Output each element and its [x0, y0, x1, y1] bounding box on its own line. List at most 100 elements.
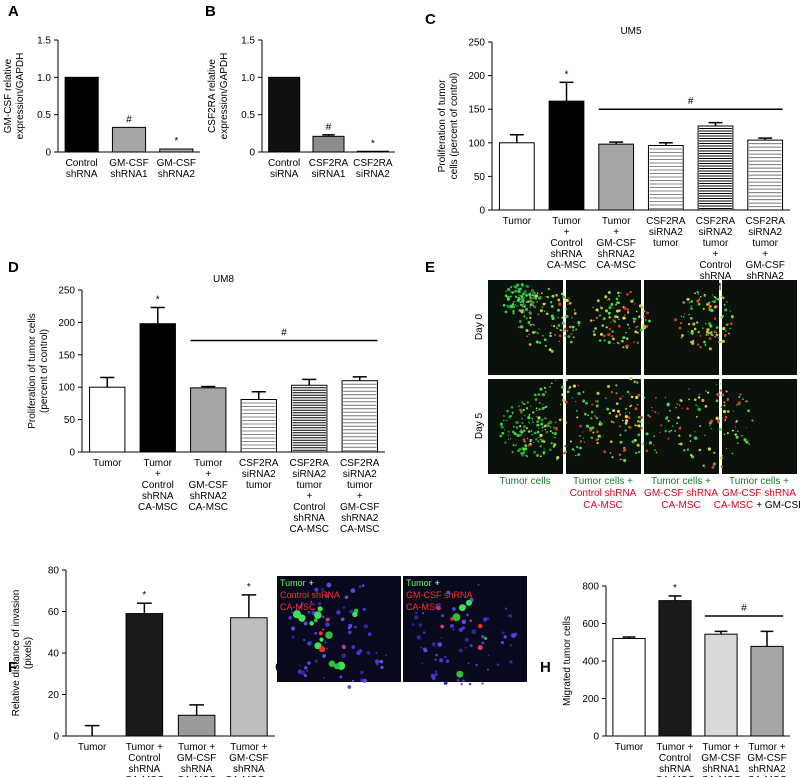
- significance-marker: *: [174, 136, 178, 147]
- cell-dot: [363, 624, 369, 629]
- cell-dot: [722, 326, 726, 331]
- x-tick-label: siRNA2: [649, 227, 683, 238]
- cell-dot: [564, 334, 567, 338]
- micrograph: [403, 576, 527, 682]
- cell-dot: [637, 433, 641, 437]
- cell-dot: [523, 289, 527, 293]
- x-tick-label: shRNA: [551, 249, 583, 260]
- cell-dot: [612, 319, 614, 321]
- cell-dot: [572, 329, 575, 332]
- cell-dot: [734, 433, 737, 436]
- cell-dot: [604, 309, 609, 313]
- cell-dot: [720, 295, 722, 298]
- cell-dot: [598, 314, 602, 317]
- cell-dot: [531, 417, 533, 420]
- cell-dot: [626, 308, 630, 311]
- cell-dot: [452, 628, 455, 631]
- cell-dot: [525, 407, 529, 410]
- cell-dot: [676, 422, 679, 425]
- cell-dot: [711, 465, 715, 469]
- cell-dot: [628, 426, 632, 429]
- caption-segment: CA-MSC: [280, 602, 316, 612]
- cell-dot: [634, 330, 638, 334]
- cell-dot: [523, 296, 526, 299]
- cell-dot: [666, 402, 670, 406]
- cell-dot: [516, 433, 519, 437]
- cell-dot: [681, 407, 683, 409]
- caption-line: CA-MSC + GM-CSF: [714, 500, 800, 511]
- cell-dot: [615, 415, 618, 418]
- cell-dot: [593, 319, 595, 321]
- cell-dot: [718, 332, 721, 334]
- cell-dot: [525, 454, 528, 457]
- cell-dot: [531, 433, 534, 436]
- cell-dot: [686, 297, 690, 301]
- cell-dot: [290, 626, 296, 631]
- cell-dot: [562, 295, 566, 299]
- caption-line: CA-MSC: [406, 602, 442, 612]
- caption-segment: Control shRNA: [280, 590, 340, 600]
- cell-dot: [668, 430, 671, 433]
- cell-dot: [607, 290, 611, 294]
- cell-dot: [725, 447, 728, 450]
- cell-dot: [517, 288, 521, 291]
- cell-dot: [628, 327, 631, 329]
- x-tick-label: CSF2RA: [340, 458, 380, 469]
- caption-line: Tumor cells +: [651, 476, 711, 487]
- cell-dot: [449, 623, 454, 629]
- cell-dot: [587, 414, 590, 417]
- cell-dot: [422, 647, 427, 651]
- cell-dot: [507, 288, 511, 292]
- cell-dot: [634, 303, 636, 305]
- cell-dot: [579, 440, 583, 443]
- cell-dot: [720, 406, 723, 409]
- cell-dot: [748, 443, 750, 445]
- x-tick-label: CA-MSC +: [225, 775, 273, 777]
- cell-dot: [541, 422, 543, 424]
- cell-dot: [722, 296, 725, 300]
- cell-dot: [511, 291, 515, 294]
- cell-dot: [513, 432, 517, 436]
- cell-dot: [303, 674, 307, 678]
- cell-dot: [593, 333, 596, 337]
- x-tick-label: CA-MSC: [138, 502, 177, 513]
- y-tick-label: 150: [58, 350, 75, 361]
- cell-dot: [500, 640, 504, 645]
- cell-dot: [600, 306, 603, 310]
- cell-dot: [529, 292, 532, 295]
- cell-dot: [510, 308, 512, 310]
- cell-dot: [572, 384, 577, 388]
- cell-dot: [556, 308, 560, 312]
- cell-dot: [510, 306, 512, 308]
- x-tick-label: Control: [293, 502, 325, 513]
- cell-dot: [723, 433, 726, 436]
- cell-dot: [529, 296, 532, 300]
- bar: [356, 150, 389, 153]
- cell-dot: [518, 326, 521, 329]
- y-axis-title-line: Relative distance of invasion: [11, 590, 22, 717]
- cell-dot: [525, 427, 528, 430]
- cell-dot: [478, 623, 483, 629]
- caption-segment: GM-CSF shRNA: [406, 590, 473, 600]
- cell-dot: [619, 458, 622, 461]
- cell-dot: [716, 383, 718, 385]
- cell-dot: [704, 404, 708, 408]
- cell-dot: [710, 427, 713, 430]
- cell-dot: [504, 429, 506, 431]
- cell-dot: [626, 347, 628, 350]
- cell-dot: [525, 328, 529, 333]
- cell-dot: [452, 613, 461, 622]
- cell-dot: [467, 662, 470, 665]
- cell-dot: [516, 298, 520, 302]
- cell-dot: [570, 340, 573, 344]
- cell-dot: [380, 665, 384, 670]
- y-axis-title: Relative distance of invasion (pixels): [11, 590, 34, 717]
- cell-dot: [712, 300, 716, 304]
- cell-dot: [529, 303, 533, 307]
- cell-dot: [510, 438, 512, 440]
- cell-dot: [577, 321, 581, 325]
- cell-dot: [715, 332, 717, 334]
- cell-dot: [531, 411, 535, 414]
- cell-dot: [713, 330, 716, 333]
- cell-dot: [510, 633, 513, 636]
